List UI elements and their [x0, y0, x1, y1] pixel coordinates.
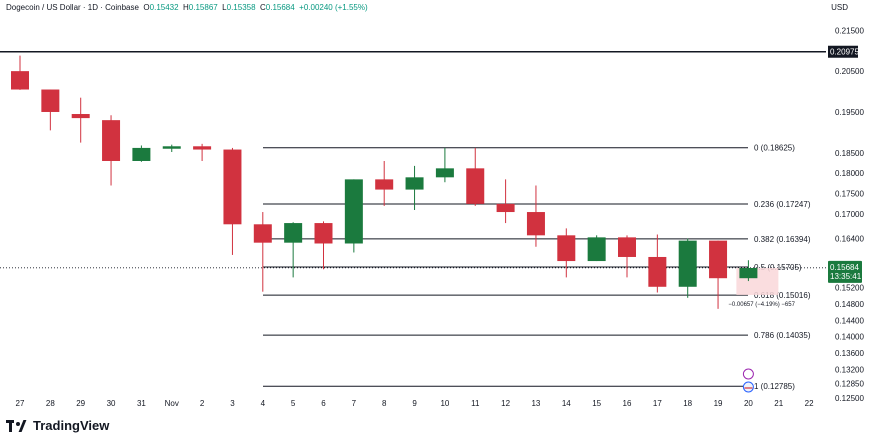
us-flag-event-icon[interactable] — [742, 381, 754, 393]
y-tick-label: 0.16400 — [835, 235, 864, 244]
candle-body[interactable] — [709, 240, 728, 279]
y-tick-label: 0.12500 — [835, 394, 864, 403]
fib-level-label: 1 (0.12785) — [754, 382, 795, 391]
x-tick-label: 29 — [76, 399, 85, 408]
x-tick-label: 5 — [291, 399, 296, 408]
candle-body[interactable] — [132, 147, 151, 161]
x-tick-label: 6 — [321, 399, 326, 408]
y-tick-label: 0.17500 — [835, 190, 864, 199]
y-tick-label: 0.12850 — [835, 380, 864, 389]
fib-level-label: 0.618 (0.15016) — [754, 291, 811, 300]
tradingview-wordmark: TradingView — [33, 418, 110, 433]
x-tick-label: 14 — [562, 399, 571, 408]
y-tick-label: 0.14000 — [835, 333, 864, 342]
y-tick-label: 0.18000 — [835, 169, 864, 178]
low-value: 0.15358 — [226, 3, 256, 12]
candle-body[interactable] — [557, 235, 576, 262]
candle-body[interactable] — [162, 146, 181, 149]
x-tick-label: 16 — [623, 399, 632, 408]
fib-level-label: 0.382 (0.16394) — [754, 235, 811, 244]
currency-label: USD — [831, 3, 848, 12]
x-tick-label: 28 — [46, 399, 55, 408]
x-tick-label: 22 — [805, 399, 814, 408]
lightning-event-icon[interactable] — [742, 368, 754, 380]
x-tick-label: 31 — [137, 399, 146, 408]
tradingview-logo[interactable]: TradingView — [6, 418, 109, 433]
x-tick-label: 18 — [683, 399, 692, 408]
x-tick-label: 21 — [774, 399, 783, 408]
candle-body[interactable] — [496, 203, 515, 213]
price-range-measure-label: −0.00657 (−4.19%) −657 — [728, 302, 795, 308]
candle-body[interactable] — [11, 71, 29, 90]
y-tick-label: 0.20500 — [835, 67, 864, 76]
fib-level-label: 0.236 (0.17247) — [754, 200, 811, 209]
current-price-tag-label: 0.15684 — [830, 263, 859, 272]
x-tick-label: 19 — [714, 399, 723, 408]
candle-body[interactable] — [618, 237, 636, 257]
x-tick-label: 12 — [501, 399, 510, 408]
candle-body[interactable] — [102, 120, 121, 161]
x-tick-label: 3 — [230, 399, 235, 408]
candle-body[interactable] — [284, 223, 303, 243]
candle-body[interactable] — [678, 240, 697, 287]
y-tick-label: 0.19500 — [835, 108, 864, 117]
x-tick-label: 17 — [653, 399, 662, 408]
x-tick-label: 2 — [200, 399, 205, 408]
open-label: O — [143, 3, 150, 12]
y-tick-label: 0.13200 — [835, 365, 864, 374]
low-label: L — [222, 3, 227, 12]
close-label: C — [260, 3, 266, 12]
x-tick-label: 11 — [471, 399, 480, 408]
y-tick-label: 0.21500 — [835, 26, 864, 35]
x-tick-label: 9 — [412, 399, 417, 408]
candle-body[interactable] — [223, 149, 242, 225]
fib-level-label: 0 (0.18625) — [754, 144, 795, 153]
close-value: 0.15684 — [265, 3, 295, 12]
x-tick-label: Nov — [165, 399, 179, 408]
x-tick-label: 4 — [261, 399, 266, 408]
x-tick-label: 20 — [744, 399, 753, 408]
resistance-price-tag-label: 0.20975 — [830, 48, 859, 57]
y-tick-label: 0.17000 — [835, 210, 864, 219]
tradingview-mark-icon — [6, 419, 28, 432]
x-tick-label: 30 — [107, 399, 116, 408]
candle-body[interactable] — [344, 179, 363, 244]
high-value: 0.15867 — [188, 3, 218, 12]
candle-body[interactable] — [193, 146, 212, 150]
candle-body[interactable] — [648, 256, 667, 287]
high-label: H — [183, 3, 189, 12]
candle-body[interactable] — [739, 267, 758, 279]
candle-body[interactable] — [314, 223, 333, 244]
candle-body[interactable] — [253, 224, 272, 243]
x-tick-label: 8 — [382, 399, 387, 408]
open-value: 0.15432 — [149, 3, 179, 12]
y-tick-label: 0.14800 — [835, 300, 864, 309]
candle-body[interactable] — [375, 179, 394, 190]
x-tick-label: 10 — [440, 399, 449, 408]
candle-body[interactable] — [526, 212, 545, 236]
candle-body[interactable] — [71, 114, 90, 119]
candle-body[interactable] — [466, 168, 485, 204]
y-tick-label: 0.18500 — [835, 149, 864, 158]
y-tick-label: 0.13600 — [835, 349, 864, 358]
candle-body[interactable] — [41, 89, 60, 112]
y-tick-label: 0.15200 — [835, 284, 864, 293]
x-tick-label: 27 — [16, 399, 25, 408]
candle-body[interactable] — [587, 237, 606, 262]
x-tick-label: 13 — [531, 399, 540, 408]
x-tick-label: 15 — [592, 399, 601, 408]
current-price-tag — [828, 260, 862, 283]
candle-body[interactable] — [435, 168, 454, 178]
y-tick-label: 0.14400 — [835, 316, 864, 325]
x-tick-label: 7 — [352, 399, 357, 408]
symbol-title: Dogecoin / US Dollar · 1D · Coinbase — [6, 3, 139, 12]
resistance-price-tag — [828, 45, 858, 58]
candle-body[interactable] — [405, 177, 424, 190]
fib-level-label: 0.786 (0.14035) — [754, 331, 811, 340]
countdown-label: 13:35:41 — [830, 272, 862, 281]
chart-legend-header: Dogecoin / US Dollar · 1D · Coinbase O0.… — [6, 3, 368, 12]
change-value: +0.00240 (+1.55%) — [299, 3, 368, 12]
